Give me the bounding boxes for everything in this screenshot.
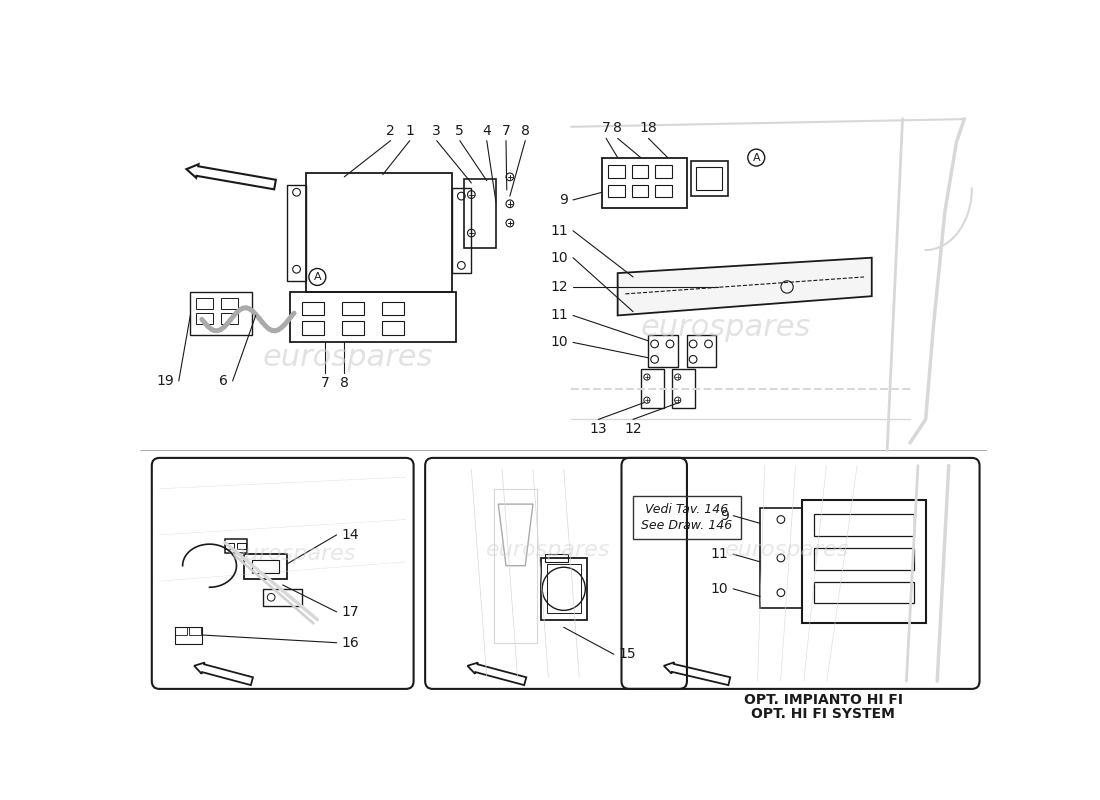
Text: 10: 10 [551,250,569,265]
Text: 9: 9 [560,193,569,207]
Bar [654,185,671,197]
Bar [306,173,452,292]
Text: 8: 8 [340,376,349,390]
Text: 13: 13 [590,422,607,437]
Bar [301,321,323,334]
Text: 3: 3 [432,123,441,138]
Text: eurospares: eurospares [640,313,811,342]
Text: eurospares: eurospares [725,540,849,560]
Bar [634,496,740,538]
Text: 7: 7 [321,376,329,390]
Text: 1: 1 [405,123,415,138]
Text: 15: 15 [618,647,636,662]
Bar [631,166,649,178]
Bar [608,185,626,197]
Bar [603,158,686,208]
Bar [649,334,678,367]
Text: eurospares: eurospares [263,343,433,372]
Bar [544,554,568,562]
Text: 12: 12 [624,422,642,437]
Bar [547,564,581,614]
Text: 19: 19 [156,374,174,388]
Bar [244,554,286,578]
Text: 10: 10 [551,335,569,350]
Text: 6: 6 [219,374,228,388]
Bar [189,627,201,635]
Bar [452,188,472,273]
Bar [654,166,671,178]
Bar [382,321,404,334]
Bar [541,558,587,619]
Bar [495,489,537,642]
Text: 7: 7 [502,123,510,138]
Bar [190,292,252,334]
Bar [286,185,306,281]
Text: 7: 7 [602,122,610,135]
Bar [342,302,363,315]
Text: 18: 18 [639,122,658,135]
Bar [301,302,323,315]
Text: A: A [752,153,760,162]
Bar [197,313,213,324]
Text: eurospares: eurospares [486,540,610,560]
Polygon shape [618,258,871,315]
Bar [197,298,213,309]
Text: 5: 5 [455,123,464,138]
Bar [691,162,728,196]
Text: 8: 8 [613,122,623,135]
Text: Vedi Tav. 146: Vedi Tav. 146 [646,503,728,516]
Text: See Draw. 146: See Draw. 146 [641,519,733,532]
Bar [696,167,723,190]
Bar [803,500,926,623]
Text: OPT. IMPIANTO HI FI: OPT. IMPIANTO HI FI [744,694,903,707]
Bar [464,179,496,249]
Text: OPT. HI FI SYSTEM: OPT. HI FI SYSTEM [751,707,895,722]
Bar [175,627,187,635]
Text: 9: 9 [719,509,728,522]
Text: A: A [314,272,321,282]
Text: 11: 11 [551,224,569,238]
Text: 17: 17 [341,605,359,619]
Bar [224,538,246,553]
Bar [290,292,455,342]
Bar [382,302,404,315]
Bar [175,627,202,644]
Bar [760,508,803,608]
Text: 11: 11 [551,309,569,322]
Bar [252,559,279,574]
Bar [814,582,914,603]
Bar [224,542,234,549]
Text: 4: 4 [483,123,491,138]
Bar [221,298,238,309]
Bar [236,542,245,549]
Bar [686,334,716,367]
Text: 11: 11 [711,547,728,561]
Bar [814,514,914,536]
Text: 14: 14 [341,528,359,542]
Text: 2: 2 [386,123,395,138]
Bar [264,589,301,606]
Text: eurospares: eurospares [232,544,356,564]
Text: 16: 16 [341,636,359,650]
Text: 12: 12 [551,280,569,294]
Text: 10: 10 [711,582,728,596]
Text: 8: 8 [520,123,530,138]
Bar [342,321,363,334]
Bar [608,166,626,178]
Bar [671,370,695,408]
Bar [631,185,649,197]
Bar [640,370,664,408]
Bar [814,548,914,570]
Bar [221,313,238,324]
